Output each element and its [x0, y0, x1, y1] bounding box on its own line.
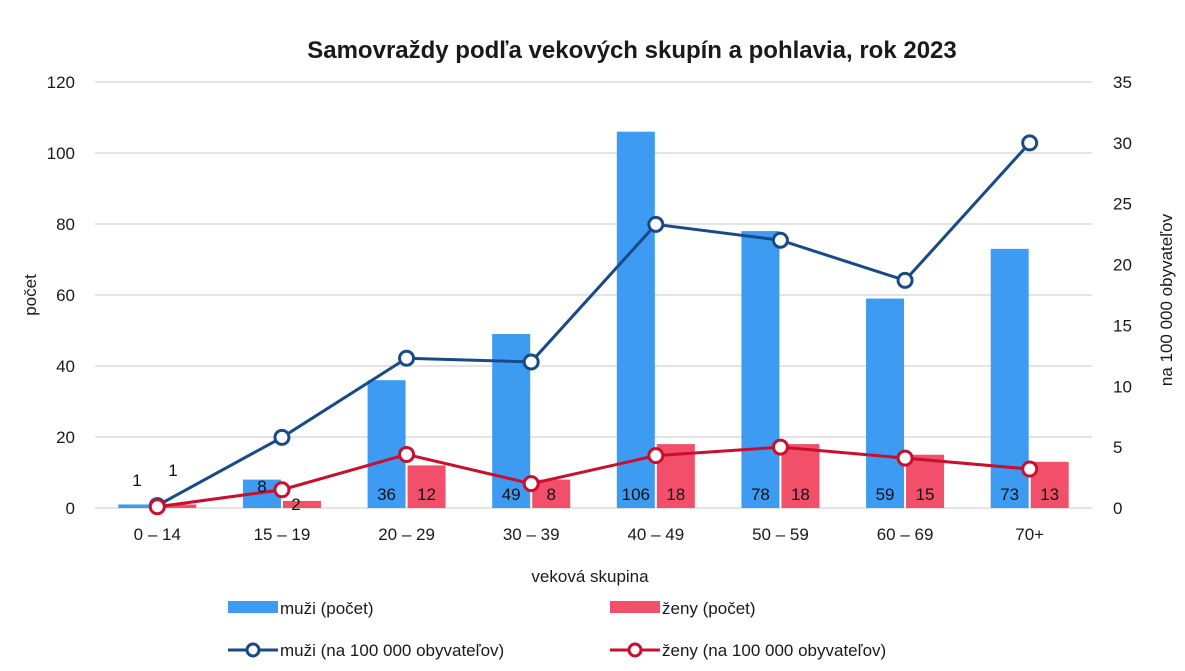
bar-data-label: 59 — [876, 485, 895, 504]
y2-tick-label: 35 — [1113, 73, 1132, 92]
x-tick-label: 60 – 69 — [877, 525, 934, 544]
x-axis-label: veková skupina — [531, 567, 649, 586]
bar-zeny — [781, 444, 820, 508]
bar-muzi — [367, 380, 406, 508]
y2-axis-label: na 100 000 obyvateľov — [1157, 213, 1176, 386]
series-line-muzi — [156, 141, 1031, 507]
legend: muži (počet) ženy (počet) muži (na 100 000… — [228, 599, 886, 660]
gridlines — [95, 81, 1092, 509]
line-point — [896, 271, 914, 289]
x-tick-label: 20 – 29 — [378, 525, 435, 544]
legend-label: ženy (na 100 000 obyvateľov) — [662, 641, 886, 660]
legend-label: ženy (počet) — [662, 599, 756, 618]
lines — [148, 134, 1039, 516]
y-tick-label: 0 — [66, 499, 75, 518]
bar-muzi — [616, 131, 655, 508]
line-point — [896, 449, 914, 467]
bar-data-label: 36 — [377, 485, 396, 504]
x-tick-label: 40 – 49 — [627, 525, 684, 544]
y-tick-label: 100 — [47, 144, 75, 163]
bar-data-label: 73 — [1000, 485, 1019, 504]
bar-data-label: 1 — [132, 471, 141, 490]
x-tick-label: 30 – 39 — [503, 525, 560, 544]
line-point — [522, 353, 540, 371]
y-tick-label: 20 — [56, 428, 75, 447]
bar-muzi — [866, 298, 905, 508]
line-point — [522, 475, 540, 493]
x-tick-label: 0 – 14 — [134, 525, 181, 544]
y2-tick-label: 5 — [1113, 438, 1122, 457]
line-point — [398, 349, 416, 367]
bar-data-label: 78 — [751, 485, 770, 504]
chart-title: Samovraždy podľa vekových skupín a pohla… — [307, 37, 957, 64]
line-point — [273, 481, 291, 499]
bar-zeny — [906, 454, 945, 508]
legend-label: muži (počet) — [280, 599, 374, 618]
legend-label: muži (na 100 000 obyvateľov) — [280, 641, 504, 660]
y2-tick-label: 25 — [1113, 195, 1132, 214]
bar-data-label: 8 — [546, 485, 555, 504]
y2-tick-label: 20 — [1113, 256, 1132, 275]
bar-data-label: 106 — [622, 485, 650, 504]
tick-labels: 0 20 40 60 80 100 120 0 5 10 15 20 25 30 35 0 – 14 15 – … — [47, 73, 1132, 544]
line-point — [771, 438, 789, 456]
legend-marker — [627, 642, 643, 658]
y-tick-label: 40 — [56, 357, 75, 376]
bar-zeny — [158, 504, 197, 508]
bar-zeny — [407, 465, 446, 508]
y2-tick-label: 15 — [1113, 316, 1132, 335]
bar-zeny — [282, 500, 321, 508]
y2-tick-label: 0 — [1113, 499, 1122, 518]
series-line-zeny — [157, 445, 1030, 509]
bar-muzi — [741, 231, 780, 508]
legend-swatch — [610, 601, 660, 613]
bar-data-label: 49 — [502, 485, 521, 504]
x-tick-label: 15 – 19 — [254, 525, 311, 544]
y2-tick-label: 30 — [1113, 134, 1132, 153]
bar-muzi — [118, 504, 157, 508]
bar-data-label: 18 — [666, 485, 685, 504]
bars — [118, 131, 1069, 508]
y-axis-label: počet — [21, 274, 40, 316]
x-tick-label: 70+ — [1015, 525, 1044, 544]
line-point — [647, 447, 665, 465]
line-point — [1021, 460, 1039, 478]
y2-tick-label: 10 — [1113, 377, 1132, 396]
line-point — [398, 445, 416, 463]
legend-swatch — [228, 601, 278, 613]
bar-data-label: 13 — [1040, 485, 1059, 504]
bar-data-label: 2 — [291, 495, 300, 514]
x-tick-label: 50 – 59 — [752, 525, 809, 544]
bar-data-label: 18 — [791, 485, 810, 504]
line-point — [148, 498, 166, 516]
y-tick-label: 120 — [47, 73, 75, 92]
bar-data-label: 1 — [168, 461, 177, 480]
line-point — [647, 215, 665, 233]
bar-data-label: 8 — [257, 477, 266, 496]
bar-data-label: 12 — [417, 485, 436, 504]
line-point — [1021, 134, 1039, 152]
y-tick-label: 80 — [56, 215, 75, 234]
line-point — [771, 231, 789, 249]
bar-data-label: 15 — [916, 485, 935, 504]
y-tick-label: 60 — [56, 286, 75, 305]
line-point — [273, 428, 291, 446]
legend-marker — [245, 642, 261, 658]
